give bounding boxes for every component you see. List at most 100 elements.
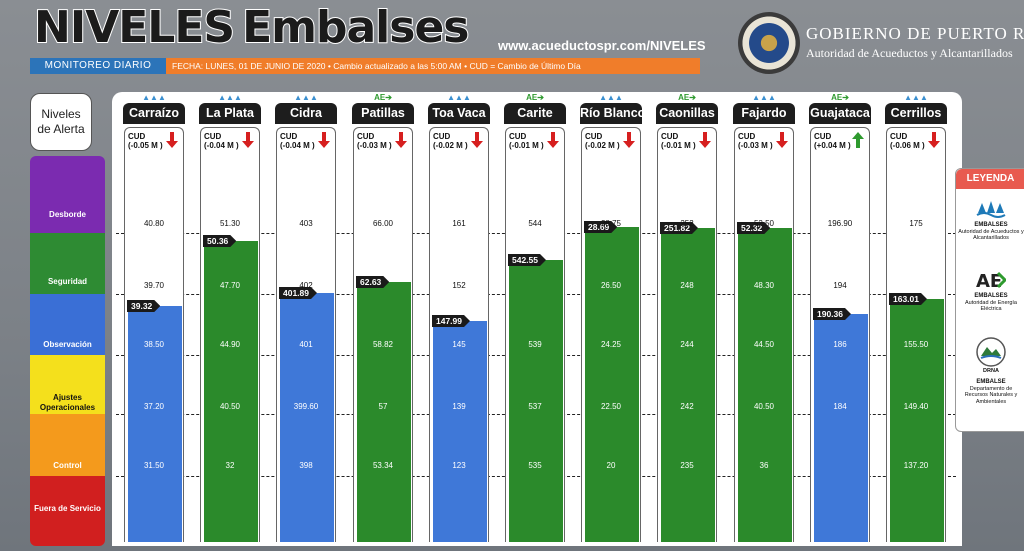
threshold-label: 39.70 [143, 281, 165, 290]
reservoir-column: CUD (-0.06 M ) 163.01 [886, 127, 946, 542]
reservoir-level-bar [661, 228, 715, 542]
aaa-waves-icon: ▲▲▲ [599, 93, 623, 102]
threshold-label: 36 [759, 461, 769, 470]
reservoir-level-value: 62.63 [356, 276, 389, 288]
aaa-waves-icon: ▲▲▲ [752, 93, 776, 102]
cud-change: CUD (+0.04 M ) [814, 132, 851, 150]
cud-change: CUD (-0.05 M ) [128, 132, 163, 150]
threshold-label: 44.90 [219, 340, 241, 349]
reservoir-name: Guajataca [809, 103, 871, 124]
website-url[interactable]: www.acueductospr.com/NIVELES [498, 38, 706, 53]
threshold-label: 24.25 [600, 340, 622, 349]
alert-level-label: Seguridad [47, 277, 88, 286]
threshold-label: 175 [909, 219, 923, 228]
reservoir-column: CUD (-0.03 M ) 52.32 [734, 127, 794, 542]
reservoir-level-bar [128, 306, 182, 542]
threshold-label: 57 [378, 402, 388, 411]
threshold-label: 161 [452, 219, 466, 228]
title-word-embalses: Embalses [241, 1, 470, 54]
threshold-label: 123 [452, 461, 466, 470]
threshold-label: 244 [680, 340, 694, 349]
alert-level-band [30, 156, 105, 233]
legend-item-drna-text: Departamento de Recursos Naturales y Amb… [964, 385, 1018, 405]
reservoir-name: Fajardo [733, 103, 795, 124]
cud-change: CUD (-0.04 M ) [280, 132, 315, 150]
reservoir-column: CUD (-0.03 M ) 62.63 [353, 127, 413, 542]
reservoir-level-value: 28.69 [584, 221, 617, 233]
alert-level-label: Fuera de Servicio [34, 504, 101, 513]
threshold-label: 53.34 [372, 461, 394, 470]
aaa-waves-icon: ▲▲▲ [294, 93, 318, 102]
threshold-label: 31.50 [143, 461, 165, 470]
legend-item-aaa-heading: EMBALSES [974, 222, 1008, 228]
reservoir-name: Caonillas [656, 103, 718, 124]
reservoir-name: Cidra [275, 103, 337, 124]
arrow-down-icon [471, 132, 483, 148]
agency-name: Autoridad de Acueductos y Alcantarillado… [806, 46, 1013, 60]
reservoir-name: Río Blanco [580, 103, 642, 124]
reservoir-level-bar [357, 282, 411, 542]
aaa-waves-icon: ▲▲▲ [447, 93, 471, 102]
cud-change: CUD (-0.01 M ) [509, 132, 544, 150]
drna-label: DRNA [983, 368, 999, 374]
aee-logo-icon: AE➔ [526, 93, 544, 102]
threshold-label: 47.70 [219, 281, 241, 290]
threshold-label: 40.80 [143, 219, 165, 228]
threshold-label: 401 [299, 340, 313, 349]
reservoir-column: CUD (-0.05 M ) 39.32 [124, 127, 184, 542]
threshold-label: 52.50 [753, 219, 775, 228]
alert-levels-title: Niveles de Alerta [30, 93, 92, 151]
alert-level-label: Observación [43, 340, 92, 349]
cud-change: CUD (-0.06 M ) [890, 132, 925, 150]
reservoir-column: CUD (-0.04 M ) 50.36 [200, 127, 260, 542]
threshold-label: 26.50 [600, 281, 622, 290]
reservoir-column: CUD (+0.04 M ) 190.36 [810, 127, 870, 542]
legend-item-aaa-text: Autoridad de Acueductos y Alcantarillado… [958, 228, 1024, 242]
threshold-label: 544 [528, 219, 542, 228]
reservoir-level-value: 163.01 [889, 293, 927, 305]
threshold-label: 51.30 [219, 219, 241, 228]
alert-level-band [30, 476, 105, 546]
reservoir-level-value: 52.32 [737, 222, 770, 234]
threshold-label: 32 [225, 461, 235, 470]
threshold-label: 20 [606, 461, 616, 470]
arrow-down-icon [166, 132, 178, 148]
legend-item-drna: EMBALSE Departamento de Recursos Natural… [958, 379, 1024, 405]
government-name: GOBIERNO DE PUERTO RICO [806, 24, 1024, 43]
legend-item-aaa: EMBALSES Autoridad de Acueductos y Alcan… [958, 222, 1024, 242]
reservoir-level-bar [738, 228, 792, 542]
reservoir-name: Cerrillos [885, 103, 947, 124]
reservoir-column: CUD (-0.04 M ) 401.89 [276, 127, 336, 542]
arrow-down-icon [699, 132, 711, 148]
aee-logo-icon: AE➔ [374, 93, 392, 102]
reservoir-level-bar [509, 260, 563, 542]
alert-levels-title-text: Niveles de Alerta [37, 107, 85, 136]
reservoir-level-bar [204, 241, 258, 542]
threshold-label: 235 [680, 461, 694, 470]
threshold-label: 40.50 [219, 402, 241, 411]
legend-item-aee-heading: EMBALSES [974, 293, 1008, 299]
legend-title: LEYENDA [956, 169, 1024, 189]
threshold-label: 137.20 [903, 461, 929, 470]
arrow-up-icon [852, 132, 864, 148]
threshold-label: 152 [452, 281, 466, 290]
arrow-down-icon [318, 132, 330, 148]
threshold-label: 398 [299, 461, 313, 470]
reservoir-column: CUD (-0.01 M ) 251.82 [657, 127, 717, 542]
reservoir-level-bar [280, 293, 334, 542]
threshold-label: 184 [833, 402, 847, 411]
reservoir-level-value: 147.99 [432, 315, 470, 327]
reservoir-name: Carite [504, 103, 566, 124]
reservoir-name: Toa Vaca [428, 103, 490, 124]
aaa-waves-icon [976, 197, 1006, 219]
alert-level-band [30, 414, 105, 476]
arrow-down-icon [928, 132, 940, 148]
reservoir-name: Carraízo [123, 103, 185, 124]
alert-level-label: Desborde [49, 210, 86, 219]
legend-item-aee-text: Autoridad de Energía Eléctrica [965, 299, 1017, 313]
alert-level-band [30, 355, 105, 414]
reservoir-level-value: 50.36 [203, 235, 236, 247]
reservoir-level-value: 542.55 [508, 254, 546, 266]
alert-level-band [30, 294, 105, 355]
threshold-label: 48.30 [753, 281, 775, 290]
